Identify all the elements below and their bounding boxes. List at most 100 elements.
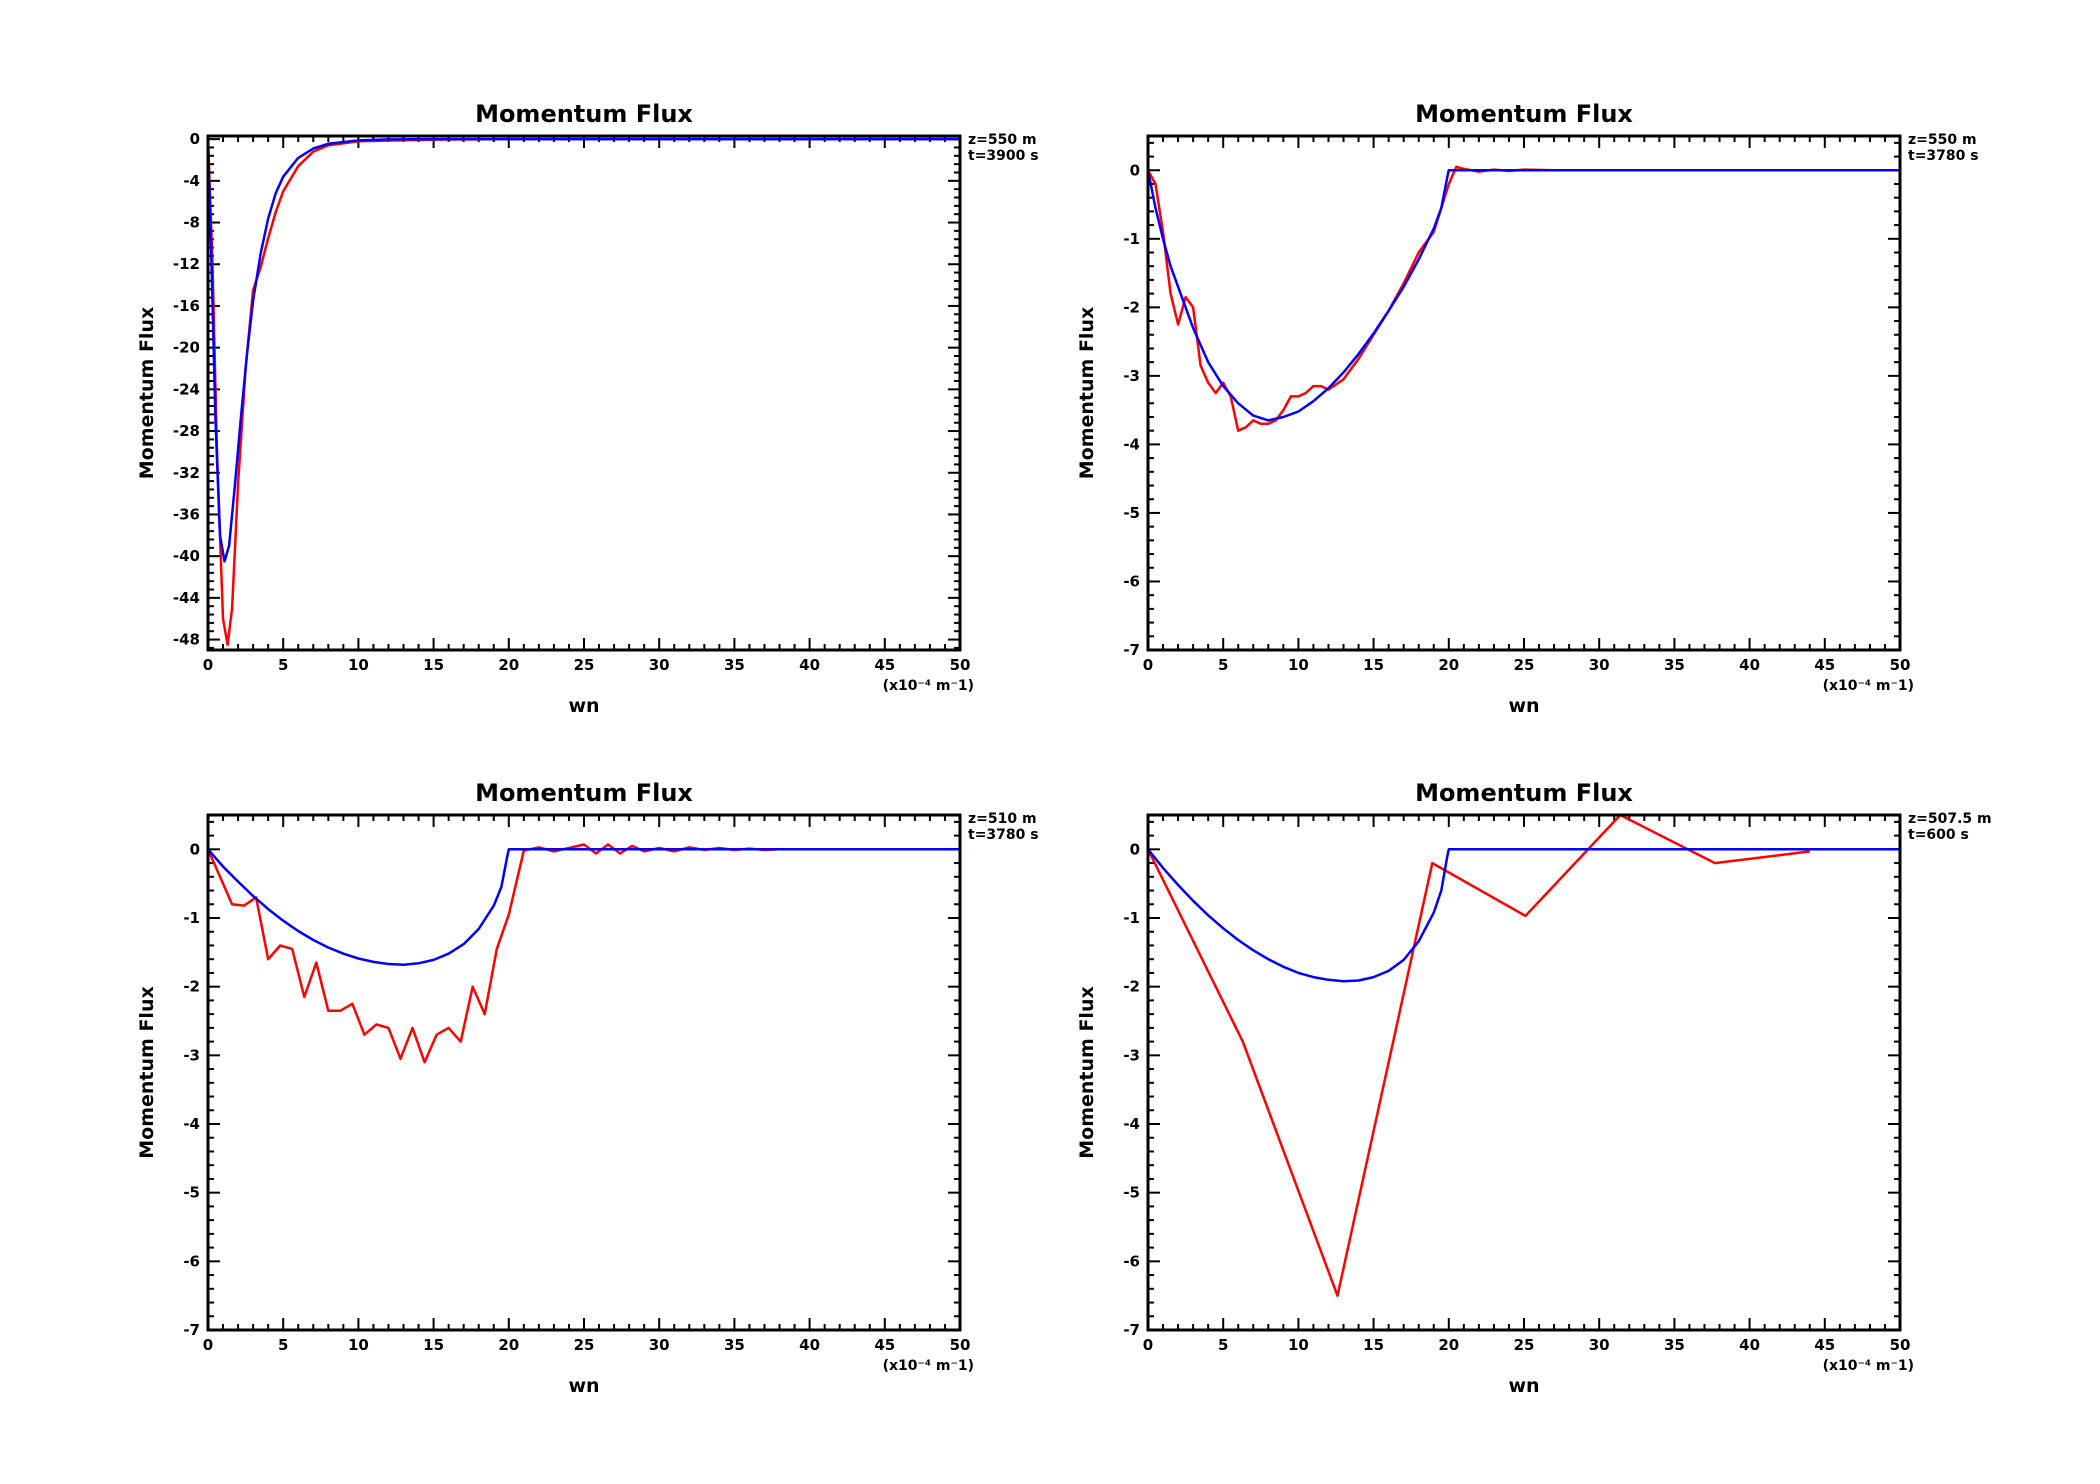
y-tick-label: -2: [1123, 298, 1140, 316]
x-tick-label: 20: [1438, 656, 1459, 674]
y-tick-label: 0: [1130, 840, 1140, 858]
x-tick-label: 25: [1514, 1336, 1535, 1354]
altitude-annotation: z=510 m: [968, 811, 1037, 827]
x-tick-label: 30: [1589, 656, 1610, 674]
x-unit-label: (x10⁻⁴ m⁻1): [883, 1358, 974, 1374]
plot-frame: [206, 134, 962, 652]
y-tick-label: -44: [173, 589, 200, 607]
x-tick-label: 20: [498, 656, 519, 674]
y-axis-label: Momentum Flux: [1076, 307, 1098, 479]
y-tick-label: -12: [173, 255, 200, 273]
x-tick-label: 15: [423, 1336, 444, 1354]
y-tick-label: -3: [1123, 1046, 1140, 1064]
x-tick-label: 0: [1143, 656, 1153, 674]
y-axis-label: Momentum Flux: [136, 307, 158, 479]
y-tick-label: -4: [1123, 435, 1140, 453]
x-tick-label: 5: [1218, 656, 1228, 674]
x-unit-label: (x10⁻⁴ m⁻1): [1823, 678, 1914, 694]
x-tick-label: 35: [724, 1336, 745, 1354]
chart-panel-4: Momentum Flux z=507.5 mt=600 s 0 5 10 15 20 25 3…: [1076, 779, 1992, 1397]
chart-panel-3: Momentum Flux z=510 mt=3780 s 0 5 10 15 20 25 30…: [136, 779, 1039, 1397]
x-tick-label: 40: [799, 1336, 820, 1354]
y-tick-label: -6: [1123, 572, 1140, 590]
y-tick-label: -6: [1123, 1252, 1140, 1270]
x-tick-label: 30: [649, 1336, 670, 1354]
y-tick-label: -7: [1123, 641, 1140, 659]
y-tick-label: -7: [1123, 1321, 1140, 1339]
y-tick-label: -6: [183, 1252, 200, 1270]
blue-series-line: [1146, 169, 1900, 422]
x-tick-label: 45: [874, 1336, 895, 1354]
y-tick-label: -36: [173, 505, 200, 523]
x-tick-label: 50: [1890, 1336, 1911, 1354]
x-tick-label: 5: [1218, 1336, 1228, 1354]
y-tick-label: -1: [1123, 230, 1140, 248]
y-tick-label: -8: [183, 214, 200, 232]
y-tick-label: -2: [1123, 978, 1140, 996]
y-tick-label: -4: [1123, 1115, 1140, 1133]
x-tick-label: 0: [1143, 1336, 1153, 1354]
plot-frame: [1146, 134, 1902, 652]
plot-frame: [206, 813, 962, 1332]
x-tick-label: 10: [1288, 656, 1309, 674]
x-tick-label: 15: [1363, 1336, 1384, 1354]
x-tick-label: 0: [203, 656, 213, 674]
chart-panel-2: Momentum Flux z=550 mt=3780 s 0 5 10 15 20 25 30…: [1076, 100, 1979, 717]
altitude-annotation: z=550 m: [968, 132, 1037, 148]
x-tick-label: 50: [1890, 656, 1911, 674]
y-tick-label: -4: [183, 172, 200, 190]
blue-series-line: [207, 848, 960, 966]
x-tick-label: 35: [724, 656, 745, 674]
y-tick-label: -7: [183, 1321, 200, 1339]
y-tick-label: -5: [183, 1184, 200, 1202]
x-axis-label: wn: [568, 1375, 599, 1397]
chart-title: Momentum Flux: [475, 100, 693, 128]
x-tick-label: 10: [1288, 1336, 1309, 1354]
y-tick-label: -3: [1123, 367, 1140, 385]
y-tick-label: -16: [173, 297, 200, 315]
chart-title: Momentum Flux: [475, 779, 693, 807]
altitude-annotation: z=507.5 m: [1908, 811, 1992, 827]
x-axis-label: wn: [1508, 1375, 1539, 1397]
red-series-line: [1146, 813, 1810, 1297]
y-tick-label: 0: [190, 130, 200, 148]
y-tick-label: 0: [190, 840, 200, 858]
x-tick-label: 45: [1814, 656, 1835, 674]
x-tick-label: 0: [203, 1336, 213, 1354]
x-tick-label: 35: [1664, 1336, 1685, 1354]
time-annotation: t=3780 s: [968, 827, 1039, 843]
y-tick-label: -48: [173, 631, 200, 649]
x-tick-label: 30: [1589, 1336, 1610, 1354]
x-axis-label: wn: [568, 695, 599, 717]
red-series-line: [206, 843, 960, 1064]
x-tick-label: 35: [1664, 656, 1685, 674]
altitude-annotation: z=550 m: [1908, 132, 1977, 148]
y-tick-label: -28: [173, 422, 200, 440]
chart-title: Momentum Flux: [1415, 100, 1633, 128]
x-tick-label: 25: [574, 1336, 595, 1354]
x-unit-label: (x10⁻⁴ m⁻1): [1823, 1358, 1914, 1374]
y-tick-label: -3: [183, 1046, 200, 1064]
red-series-line: [1146, 165, 1555, 432]
y-axis-label: Momentum Flux: [136, 986, 158, 1158]
x-tick-label: 15: [1363, 656, 1384, 674]
y-axis-label: Momentum Flux: [1076, 986, 1098, 1158]
y-tick-label: -4: [183, 1115, 200, 1133]
time-annotation: t=3780 s: [1908, 148, 1979, 164]
chart-title: Momentum Flux: [1415, 779, 1633, 807]
x-tick-label: 15: [423, 656, 444, 674]
y-tick-label: -1: [183, 909, 200, 927]
blue-series-line: [1147, 848, 1900, 983]
x-axis-label: wn: [1508, 695, 1539, 717]
x-tick-label: 40: [1739, 656, 1760, 674]
x-tick-label: 30: [649, 656, 670, 674]
blue-series-line: [206, 137, 960, 563]
y-tick-label: -40: [173, 547, 200, 565]
time-annotation: t=3900 s: [968, 148, 1039, 164]
x-tick-label: 25: [574, 656, 595, 674]
x-tick-label: 5: [278, 656, 288, 674]
x-tick-label: 5: [278, 1336, 288, 1354]
plot-frame: [1146, 813, 1902, 1332]
y-tick-label: -5: [1123, 1184, 1140, 1202]
x-tick-label: 50: [950, 656, 971, 674]
